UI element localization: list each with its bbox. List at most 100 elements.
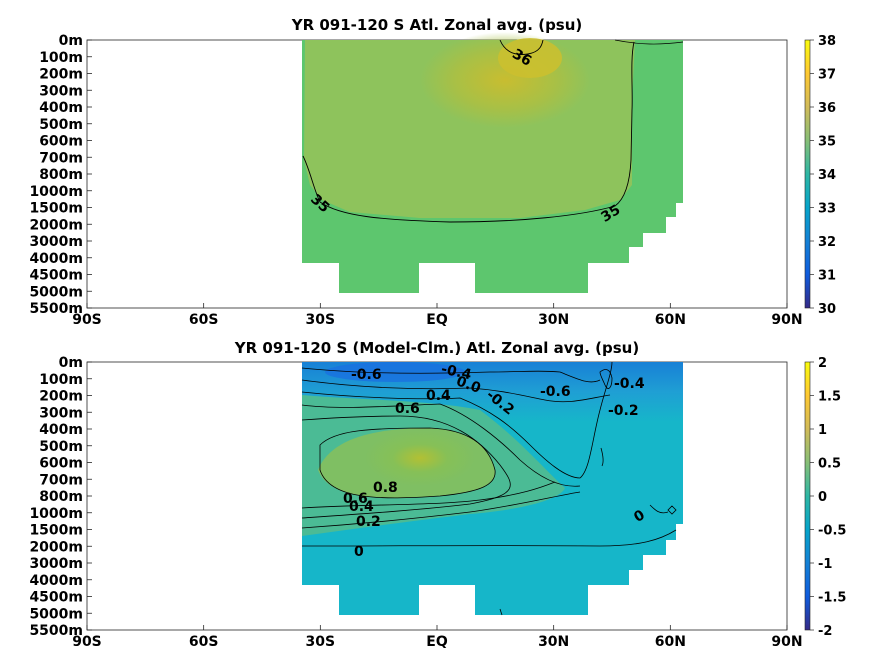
panel2-contour-label: 0.6	[395, 401, 420, 417]
y-tick-label: 300m	[39, 405, 83, 421]
y-tick-label: 1500m	[29, 523, 83, 539]
y-tick-label: 5500m	[29, 623, 83, 639]
y-tick-label: 1000m	[29, 184, 83, 200]
y-tick-label: 2000m	[29, 539, 83, 555]
colorbar-tick-label: 0	[818, 490, 827, 505]
x-tick-label: 30N	[538, 634, 569, 650]
colorbar-tick-label: 1.5	[818, 390, 841, 405]
panel2-contour-label: -0.6	[540, 384, 571, 400]
y-tick-label: 800m	[39, 167, 83, 183]
panel2-contour-label: -0.4	[440, 361, 474, 383]
panel2-colorbar	[804, 361, 811, 631]
panel2-y-axis: 0m100m200m300m400m500m600m700m800m1000m1…	[29, 355, 92, 639]
panel2-max-blob	[365, 430, 475, 486]
panel1-contour-35b	[614, 39, 684, 45]
panel1-max-core	[498, 38, 562, 78]
panel-salinity: YR 091-120 S Atl. Zonal avg. (psu) 36 35…	[29, 16, 836, 328]
y-tick-label: 2000m	[29, 217, 83, 233]
y-tick-label: 700m	[39, 150, 83, 166]
x-tick-label: 90N	[771, 634, 802, 650]
colorbar-tick-label: 32	[818, 235, 836, 250]
y-tick-label: 500m	[39, 117, 83, 133]
y-tick-label: 4000m	[29, 251, 83, 267]
panel1-title: YR 091-120 S Atl. Zonal avg. (psu)	[291, 16, 583, 34]
y-tick-label: 5000m	[29, 284, 83, 300]
colorbar-tick-label: -2	[818, 624, 832, 639]
y-tick-label: 600m	[39, 456, 83, 472]
y-tick-label: 5500m	[29, 301, 83, 317]
panel1-colorbar	[804, 39, 811, 309]
colorbar-tick-label: 2	[818, 356, 827, 371]
y-tick-label: 700m	[39, 472, 83, 488]
y-tick-label: 100m	[39, 372, 83, 388]
y-tick-label: 3000m	[29, 556, 83, 572]
y-tick-label: 200m	[39, 389, 83, 405]
y-tick-label: 600m	[39, 134, 83, 150]
panel2-min-blob	[325, 362, 465, 382]
panel2-contour-label: 0.4	[349, 499, 374, 515]
panel-anomaly: YR 091-120 S (Model-Clm.) Atl. Zonal avg…	[29, 339, 846, 650]
colorbar-tick-label: -0.5	[818, 524, 846, 539]
x-tick-label: 60N	[655, 312, 686, 328]
y-tick-label: 100m	[39, 50, 83, 66]
y-tick-label: 300m	[39, 83, 83, 99]
y-tick-label: 400m	[39, 422, 83, 438]
panel2-contour-label: 0.2	[356, 514, 381, 530]
panel2-x-axis: 90S 60S 30S EQ 30N 60N 90N	[72, 625, 803, 650]
y-tick-label: 5000m	[29, 606, 83, 622]
colorbar-tick-label: 1	[818, 423, 827, 438]
panel2-colorbar-ticks: 2 1.5 1 0.5 0 -0.5 -1 -1.5 -2	[810, 356, 846, 639]
x-tick-label: 90N	[771, 312, 802, 328]
x-tick-label: 90S	[72, 312, 102, 328]
panel1-contour-36	[499, 39, 544, 55]
x-tick-label: EQ	[426, 634, 448, 650]
y-tick-label: 4500m	[29, 268, 83, 284]
panel2-contour-label: 0.6	[343, 491, 368, 507]
colorbar-tick-label: 30	[818, 302, 836, 317]
panel1-contour-35	[302, 41, 635, 223]
colorbar-tick-label: 31	[818, 269, 836, 284]
x-tick-label: 60S	[189, 312, 219, 328]
x-tick-label: EQ	[426, 312, 448, 328]
y-tick-label: 0m	[59, 33, 83, 49]
x-tick-label: 30S	[306, 634, 336, 650]
y-tick-label: 1000m	[29, 506, 83, 522]
panel2-contour-label: 0	[354, 544, 364, 560]
y-tick-label: 1500m	[29, 201, 83, 217]
y-tick-label: 4000m	[29, 573, 83, 589]
y-tick-label: 0m	[59, 355, 83, 371]
colorbar-tick-label: 37	[818, 68, 836, 83]
colorbar-tick-label: -1.5	[818, 591, 846, 606]
panel2-contour-label: -0.4	[614, 376, 645, 392]
x-tick-label: 30S	[306, 312, 336, 328]
panel2-contour-label: -0.2	[608, 403, 639, 419]
colorbar-tick-label: 35	[818, 135, 836, 150]
y-tick-label: 400m	[39, 100, 83, 116]
x-tick-label: 90S	[72, 634, 102, 650]
y-tick-label: 500m	[39, 439, 83, 455]
panel2-title: YR 091-120 S (Model-Clm.) Atl. Zonal avg…	[234, 339, 639, 357]
panel2-contour-label: -0.6	[351, 367, 382, 383]
panel2-field: -0.6 -0.4 0.0 -0.2 -0.6 -0.4 -0.2 0.6 0.…	[301, 361, 683, 616]
panel2-contours	[301, 361, 677, 616]
y-tick-label: 200m	[39, 67, 83, 83]
colorbar-tick-label: 38	[818, 34, 836, 49]
colorbar-tick-label: -1	[818, 557, 832, 572]
colorbar-tick-label: 34	[818, 168, 836, 183]
x-tick-label: 60S	[189, 634, 219, 650]
y-tick-label: 3000m	[29, 234, 83, 250]
colorbar-tick-label: 33	[818, 202, 836, 217]
panel1-field: 36 35 35	[302, 32, 684, 293]
x-tick-label: 60N	[655, 634, 686, 650]
panel1-y-axis: 0m100m200m300m400m500m600m700m800m1000m1…	[29, 33, 92, 317]
panel2-contour-label: 0.4	[426, 388, 451, 404]
y-tick-label: 800m	[39, 489, 83, 505]
y-tick-label: 4500m	[29, 590, 83, 606]
colorbar-tick-label: 0.5	[818, 457, 841, 472]
x-tick-label: 30N	[538, 312, 569, 328]
panel1-x-axis: 90S 60S 30S EQ 30N 60N 90N	[72, 303, 803, 328]
panel2-contour-label: 0.8	[373, 480, 398, 496]
colorbar-tick-label: 36	[818, 101, 836, 116]
panel1-colorbar-ticks: 38 37 36 35 34 33 32 31 30	[810, 34, 836, 317]
